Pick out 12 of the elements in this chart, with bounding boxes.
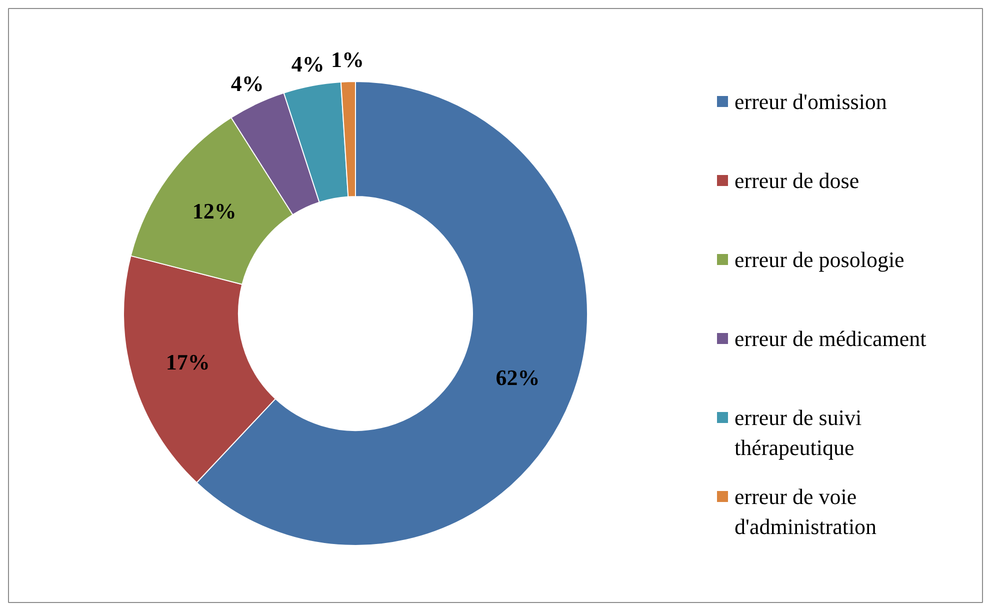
data-label: 62% [496, 365, 540, 390]
legend-label: erreur de posologie [734, 247, 904, 272]
data-label: 4% [230, 71, 264, 96]
legend-label: erreur d'omission [734, 89, 887, 114]
data-label: 12% [192, 198, 236, 224]
data-label: 1% [331, 47, 364, 72]
legend-label: erreur de voie d'administration [734, 484, 877, 539]
data-label: 17% [166, 350, 210, 375]
legend-label: erreur de dose [734, 168, 860, 193]
legend-label: erreur de médicament [734, 326, 926, 351]
data-label: 4% [291, 52, 324, 76]
legend-label: erreur de suivi thérapeutique [734, 405, 862, 460]
